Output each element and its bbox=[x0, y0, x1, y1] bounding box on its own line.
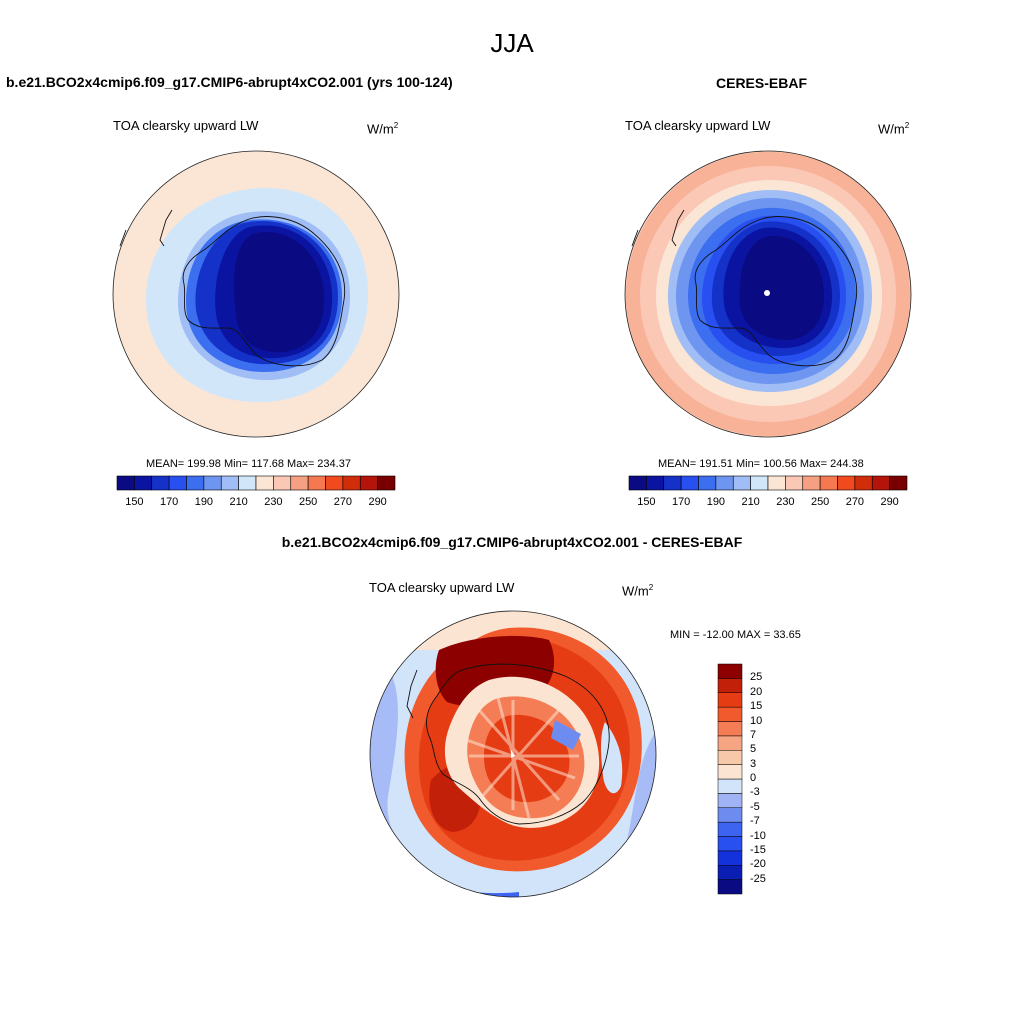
obs-units-label: W/m2 bbox=[878, 121, 910, 137]
obs-colorbar-tick-label: 150 bbox=[637, 496, 656, 508]
diff-colorbar-swatch-5 bbox=[717, 807, 743, 823]
diff-colorbar: 25 20 15 10 7 5 3 0 -3 -5 -7 -10 -15 -20 -25 bbox=[717, 663, 766, 895]
model-colorbar-tick-label: 250 bbox=[298, 496, 318, 508]
model-colorbar-swatch-5 bbox=[203, 475, 222, 491]
model-colorbar-swatch-7 bbox=[238, 475, 257, 491]
model-colorbar-swatch-8 bbox=[255, 475, 274, 491]
diff-colorbar-tick-label: -10 bbox=[750, 829, 766, 842]
diff-panel-header: b.e21.BCO2x4cmip6.f09_g17.CMIP6-abrupt4x… bbox=[281, 534, 743, 550]
obs-colorbar-swatch-13 bbox=[854, 475, 873, 491]
diff-colorbar-swatch-7 bbox=[717, 778, 743, 794]
model-colorbar-tick-label: 230 bbox=[264, 496, 283, 508]
obs-stats: MEAN= 191.51 Min= 100.56 Max= 244.38 bbox=[658, 458, 864, 470]
model-colorbar-swatch-13 bbox=[342, 475, 361, 491]
model-colorbar-swatch-10 bbox=[290, 475, 309, 491]
diff-colorbar-tick-label: 0 bbox=[750, 772, 757, 784]
model-colorbar-swatch-1 bbox=[134, 475, 153, 491]
model-colorbar-tick-label: 150 bbox=[125, 496, 144, 508]
diff-colorbar-tick-label: 10 bbox=[750, 714, 763, 727]
obs-colorbar-swatch-6 bbox=[732, 475, 751, 491]
diff-colorbar-swatch-0 bbox=[717, 879, 743, 895]
model-polar-map bbox=[112, 150, 400, 438]
model-colorbar-swatch-6 bbox=[220, 475, 239, 491]
obs-colorbar-tick-label: 210 bbox=[741, 496, 760, 508]
figure-title: JJA bbox=[490, 28, 534, 58]
model-colorbar-swatch-4 bbox=[186, 475, 205, 491]
model-colorbar-swatch-15 bbox=[377, 475, 396, 491]
model-colorbar-swatch-3 bbox=[168, 475, 187, 491]
obs-colorbar: 150 170 190 210 230 250 270 290 bbox=[628, 475, 908, 508]
diff-colorbar-tick-label: 3 bbox=[750, 757, 757, 770]
diff-colorbar-swatch-12 bbox=[717, 706, 743, 722]
model-colorbar: 150 170 190 210 230 250 270 290 bbox=[116, 475, 396, 508]
diff-colorbar-tick-label: 7 bbox=[750, 728, 757, 741]
diff-variable-label: TOA clearsky upward LW bbox=[369, 580, 515, 595]
obs-colorbar-swatch-10 bbox=[802, 475, 821, 491]
diff-colorbar-swatch-3 bbox=[717, 836, 743, 852]
model-colorbar-swatch-11 bbox=[307, 475, 326, 491]
obs-colorbar-swatch-2 bbox=[663, 475, 682, 491]
diff-colorbar-swatch-2 bbox=[717, 850, 743, 866]
obs-colorbar-tick-label: 170 bbox=[671, 496, 691, 508]
model-panel-header: b.e21.BCO2x4cmip6.f09_g17.CMIP6-abrupt4x… bbox=[6, 74, 453, 90]
obs-colorbar-swatch-9 bbox=[785, 475, 804, 491]
obs-colorbar-swatch-15 bbox=[889, 475, 908, 491]
obs-colorbar-swatch-7 bbox=[750, 475, 769, 491]
obs-colorbar-swatch-11 bbox=[819, 475, 838, 491]
model-colorbar-tick-label: 290 bbox=[368, 496, 387, 508]
obs-colorbar-swatch-3 bbox=[680, 475, 699, 491]
diff-colorbar-tick-label: 5 bbox=[750, 743, 757, 756]
model-colorbar-swatch-0 bbox=[116, 475, 135, 491]
model-units-label: W/m2 bbox=[367, 121, 399, 137]
diff-colorbar-swatch-4 bbox=[717, 821, 743, 837]
diff-colorbar-tick-label: 20 bbox=[750, 685, 763, 698]
diff-colorbar-swatch-13 bbox=[717, 692, 743, 708]
model-colorbar-swatch-12 bbox=[325, 475, 344, 491]
obs-colorbar-tick-label: 230 bbox=[776, 496, 795, 508]
obs-colorbar-swatch-5 bbox=[715, 475, 734, 491]
diff-colorbar-swatch-10 bbox=[717, 735, 743, 751]
obs-colorbar-swatch-12 bbox=[837, 475, 856, 491]
diff-colorbar-tick-label: -25 bbox=[750, 872, 766, 885]
model-variable-label: TOA clearsky upward LW bbox=[113, 118, 259, 133]
diff-colorbar-swatch-14 bbox=[717, 678, 743, 693]
model-colorbar-tick-label: 190 bbox=[194, 496, 214, 508]
obs-variable-label: TOA clearsky upward LW bbox=[625, 118, 771, 133]
diff-minmax-stats: MIN = -12.00 MAX = 33.65 bbox=[670, 629, 801, 641]
model-colorbar-swatch-9 bbox=[273, 475, 292, 491]
diff-colorbar-tick-label: 25 bbox=[750, 671, 763, 684]
obs-colorbar-swatch-4 bbox=[698, 475, 717, 491]
diff-colorbar-tick-label: -7 bbox=[750, 815, 760, 828]
diff-colorbar-tick-label: -20 bbox=[750, 858, 766, 871]
diff-colorbar-tick-label: -5 bbox=[750, 800, 760, 813]
diff-colorbar-swatch-11 bbox=[717, 721, 743, 737]
obs-panel-header: CERES-EBAF bbox=[716, 75, 808, 91]
diff-colorbar-tick-label: -15 bbox=[750, 843, 766, 856]
diff-colorbar-swatch-15 bbox=[717, 663, 743, 679]
obs-colorbar-tick-label: 250 bbox=[810, 496, 830, 508]
model-colorbar-swatch-14 bbox=[359, 475, 378, 491]
obs-colorbar-swatch-8 bbox=[767, 475, 786, 491]
model-colorbar-tick-label: 170 bbox=[159, 496, 179, 508]
diff-colorbar-tick-label: 15 bbox=[750, 700, 763, 713]
obs-colorbar-swatch-0 bbox=[628, 475, 647, 491]
diff-colorbar-swatch-8 bbox=[717, 764, 743, 780]
diff-colorbar-swatch-9 bbox=[717, 750, 743, 765]
obs-polar-map bbox=[624, 150, 912, 438]
obs-colorbar-tick-label: 270 bbox=[845, 496, 865, 508]
diff-colorbar-tick-label: -3 bbox=[750, 786, 760, 799]
obs-colorbar-swatch-14 bbox=[871, 475, 890, 491]
model-colorbar-tick-label: 210 bbox=[229, 496, 248, 508]
diff-polar-map bbox=[369, 610, 657, 898]
diff-colorbar-swatch-6 bbox=[717, 793, 743, 808]
obs-colorbar-tick-label: 190 bbox=[706, 496, 726, 508]
model-stats: MEAN= 199.98 Min= 117.68 Max= 234.37 bbox=[146, 458, 351, 470]
obs-colorbar-tick-label: 290 bbox=[880, 496, 899, 508]
model-colorbar-tick-label: 270 bbox=[333, 496, 353, 508]
obs-colorbar-swatch-1 bbox=[646, 475, 665, 491]
diff-colorbar-swatch-1 bbox=[717, 865, 743, 880]
diff-units-label: W/m2 bbox=[622, 583, 654, 599]
model-colorbar-swatch-2 bbox=[151, 475, 170, 491]
